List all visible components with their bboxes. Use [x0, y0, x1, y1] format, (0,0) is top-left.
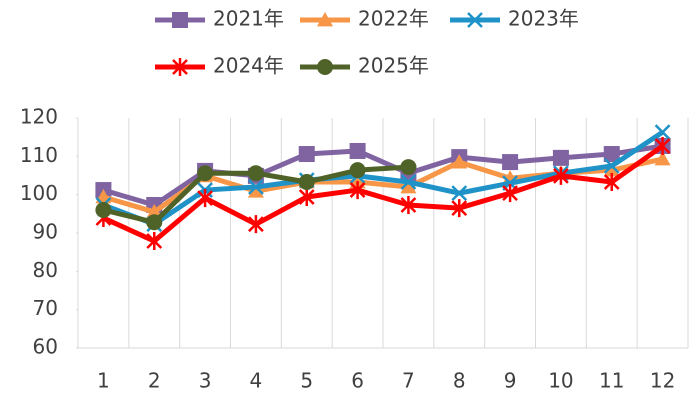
marker: [146, 203, 163, 219]
marker: [247, 183, 264, 198]
y-tick-label: 110: [20, 143, 58, 167]
x-tick-label: 8: [453, 369, 466, 393]
marker: [248, 215, 264, 234]
x-tick-label: 9: [504, 369, 517, 393]
marker: [451, 199, 468, 218]
marker: [349, 181, 366, 200]
marker: [298, 187, 315, 206]
marker: [400, 159, 417, 176]
marker: [553, 166, 569, 185]
marker: [146, 214, 163, 231]
marker: [654, 124, 671, 141]
y-tick-label: 100: [20, 181, 58, 205]
marker: [146, 232, 163, 251]
x-tick-label: 3: [199, 369, 212, 393]
marker: [197, 189, 213, 208]
x-tick-label: 6: [351, 369, 364, 393]
x-tick-label: 12: [650, 369, 675, 393]
marker: [451, 185, 468, 202]
legend-label: 2023年: [508, 7, 579, 31]
legend-label: 2022年: [358, 7, 429, 31]
series-line: [102, 143, 665, 244]
marker: [552, 149, 569, 166]
marker: [197, 165, 214, 182]
marker: [248, 179, 264, 195]
marker: [502, 154, 519, 171]
marker: [400, 179, 417, 194]
marker: [603, 173, 620, 192]
marker: [298, 146, 315, 163]
y-tick-label: 80: [33, 258, 58, 282]
marker: [349, 142, 366, 159]
x-tick-label: 4: [250, 369, 263, 393]
x-tick-label: 11: [599, 369, 624, 393]
legend-label: 2021年: [213, 7, 284, 31]
y-tick-label: 120: [20, 105, 58, 129]
marker: [654, 151, 671, 166]
y-tick-label: 60: [33, 335, 58, 359]
x-tick-label: 7: [402, 369, 415, 393]
series-line: [102, 143, 663, 208]
marker: [502, 184, 518, 203]
marker: [349, 162, 366, 179]
marker: [603, 158, 620, 174]
marker: [247, 165, 264, 182]
x-tick-label: 10: [548, 369, 573, 393]
marker: [95, 202, 112, 218]
y-tick-label: 70: [33, 296, 58, 320]
series-line: [102, 130, 664, 227]
legend-label: 2025年: [358, 54, 429, 78]
marker: [467, 12, 483, 28]
marker: [172, 12, 188, 28]
marker: [400, 196, 417, 215]
marker: [654, 136, 671, 155]
x-tick-label: 5: [300, 369, 313, 393]
marker: [603, 146, 620, 163]
marker: [317, 12, 333, 27]
marker: [400, 174, 417, 190]
y-tick-label: 90: [33, 220, 58, 244]
marker: [317, 59, 333, 75]
marker: [298, 174, 315, 191]
marker: [172, 58, 188, 76]
x-tick-label: 2: [148, 369, 161, 393]
x-tick-label: 1: [97, 369, 110, 393]
legend-label: 2024年: [213, 54, 284, 78]
marker: [603, 162, 620, 177]
marker: [451, 154, 468, 169]
